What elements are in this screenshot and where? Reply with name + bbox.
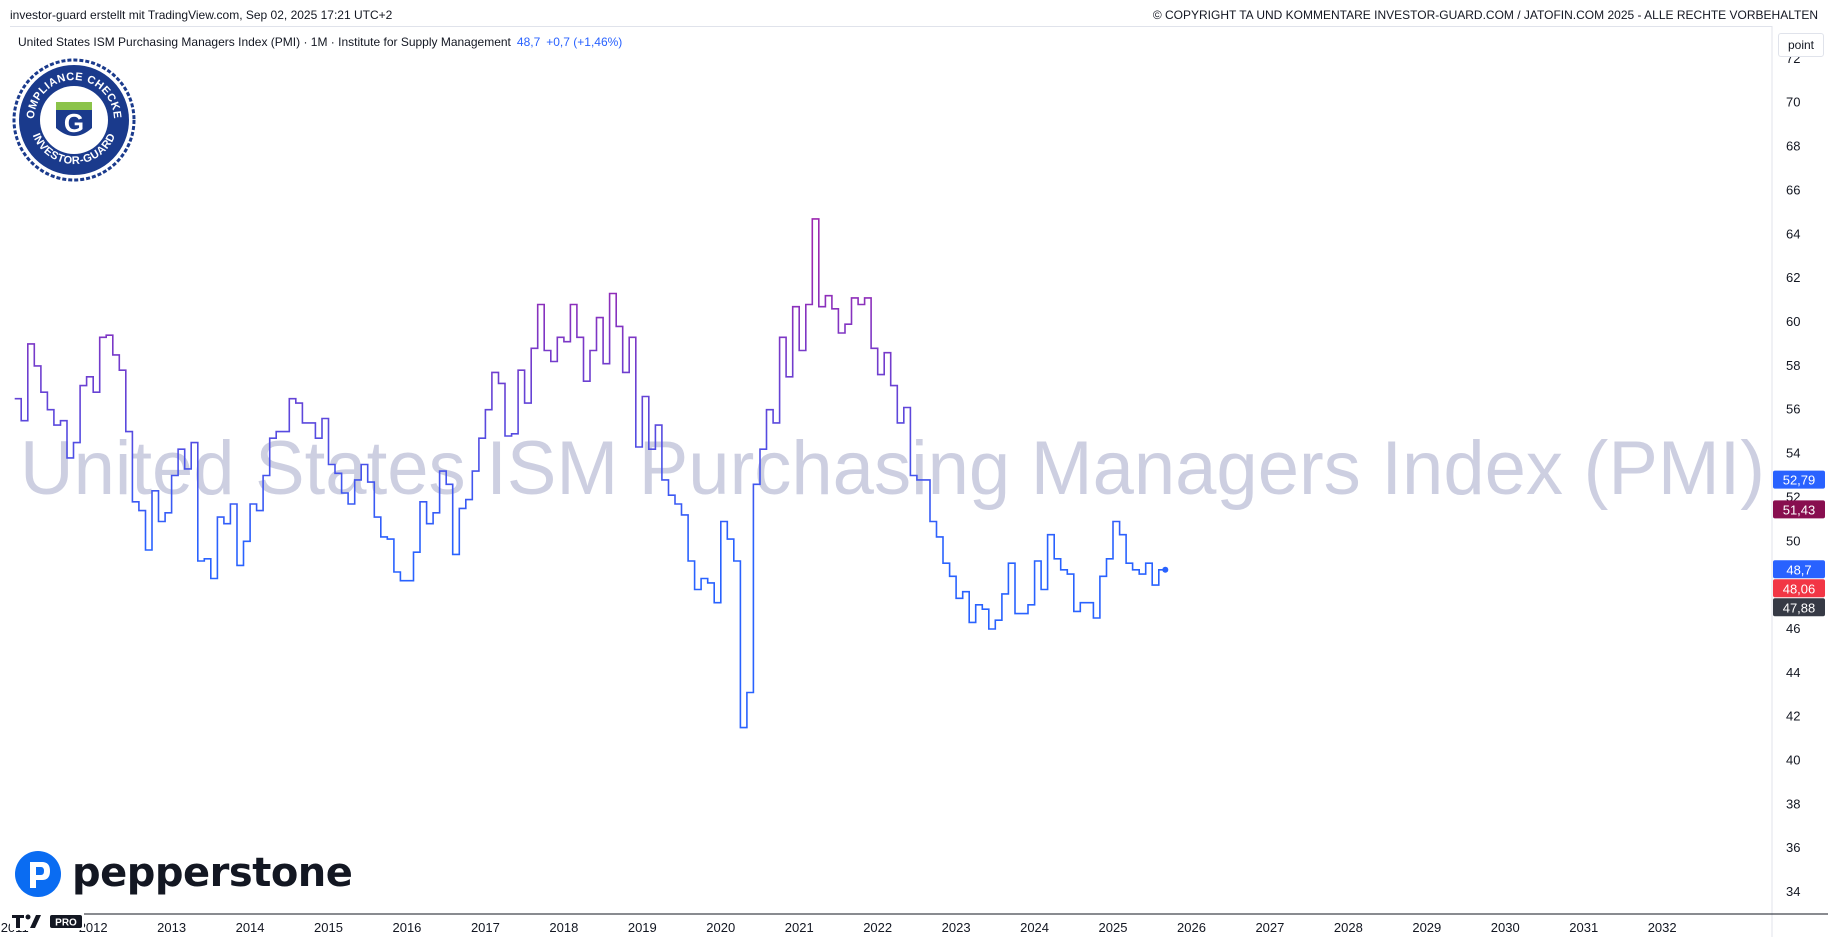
time-axis[interactable]: 2011201220132014201520162017201820192020… [1, 920, 1677, 935]
y-tick-label: 42 [1786, 709, 1800, 724]
y-tick-label: 70 [1786, 95, 1800, 110]
copyright-text: © COPYRIGHT TA UND KOMMENTARE INVESTOR-G… [1152, 8, 1818, 22]
x-tick-label: 2016 [392, 920, 421, 935]
created-by-text: investor-guard erstellt mit TradingView.… [10, 8, 393, 22]
y-tick-label: 46 [1786, 621, 1800, 636]
y-tick-label: 62 [1786, 270, 1800, 285]
pmi-series-line [14, 218, 1166, 729]
price-tag-box [1773, 500, 1825, 519]
x-tick-label: 2028 [1334, 920, 1363, 935]
x-tick-label: 2015 [314, 920, 343, 935]
x-tick-label: 2012 [79, 920, 108, 935]
chart-watermark: United States ISM Purchasing Managers In… [20, 426, 1765, 511]
x-tick-label: 2024 [1020, 920, 1049, 935]
compliance-badge-icon: COMPLIANCE CHECKED INVESTOR-GUARD G [12, 58, 136, 182]
unit-selector[interactable]: point [1778, 33, 1824, 57]
y-tick-label: 38 [1786, 796, 1800, 811]
x-tick-label: 2020 [706, 920, 735, 935]
price-tag-label: 51,43 [1783, 502, 1816, 517]
x-tick-label: 2030 [1491, 920, 1520, 935]
chart-frame [10, 26, 1772, 915]
price-tag-box [1773, 560, 1825, 579]
x-tick-label: 2031 [1569, 920, 1598, 935]
y-tick-label: 58 [1786, 358, 1800, 373]
chart-legend[interactable]: United States ISM Purchasing Managers In… [18, 35, 622, 49]
y-tick-label: 54 [1786, 446, 1800, 461]
price-tags: 52,79 51,43 48,7 48,06 47,88 [1773, 470, 1825, 617]
x-tick-label: 2017 [471, 920, 500, 935]
x-tick-label: 2021 [785, 920, 814, 935]
y-tick-label: 36 [1786, 840, 1800, 855]
price-tag-label: 48,7 [1786, 562, 1811, 577]
top-bar: investor-guard erstellt mit TradingView.… [0, 0, 1828, 28]
x-tick-label: 2019 [628, 920, 657, 935]
y-tick-label: 50 [1786, 533, 1800, 548]
legend-change: +0,7 (+1,46%) [546, 35, 623, 49]
x-tick-label: 2026 [1177, 920, 1206, 935]
x-tick-label: 2013 [157, 920, 186, 935]
legend-title: United States ISM Purchasing Managers In… [18, 35, 511, 49]
x-tick-label: 2023 [942, 920, 971, 935]
x-tick-label: 2032 [1648, 920, 1677, 935]
y-tick-label: 64 [1786, 226, 1800, 241]
y-tick-label: 66 [1786, 182, 1800, 197]
x-tick-label: 2025 [1099, 920, 1128, 935]
pepperstone-logo-icon [15, 851, 61, 897]
tradingview-pro-icon: PRO [10, 912, 84, 930]
last-value-dot [1162, 566, 1169, 573]
x-tick-label: 2018 [549, 920, 578, 935]
price-tag-box [1773, 598, 1825, 617]
price-tag-box [1773, 470, 1825, 489]
y-tick-label: 44 [1786, 665, 1800, 680]
y-tick-label: 68 [1786, 139, 1800, 154]
y-tick-label: 56 [1786, 402, 1800, 417]
x-tick-label: 2027 [1255, 920, 1284, 935]
y-tick-label: 60 [1786, 314, 1800, 329]
legend-value: 48,7 [516, 35, 541, 49]
y-tick-label: 40 [1786, 753, 1800, 768]
badge-letter: G [64, 108, 84, 138]
price-tag-label: 47,88 [1783, 600, 1816, 615]
price-tag-label: 52,79 [1783, 473, 1816, 488]
y-tick-label: 34 [1786, 884, 1800, 899]
tv-pro-label: PRO [55, 918, 77, 929]
x-tick-label: 2029 [1412, 920, 1441, 935]
price-tag-label: 48,06 [1783, 581, 1816, 596]
x-tick-label: 2014 [236, 920, 265, 935]
pepperstone-wordmark: pepperstone [72, 850, 353, 896]
price-tag-box [1773, 579, 1825, 598]
x-tick-label: 2022 [863, 920, 892, 935]
